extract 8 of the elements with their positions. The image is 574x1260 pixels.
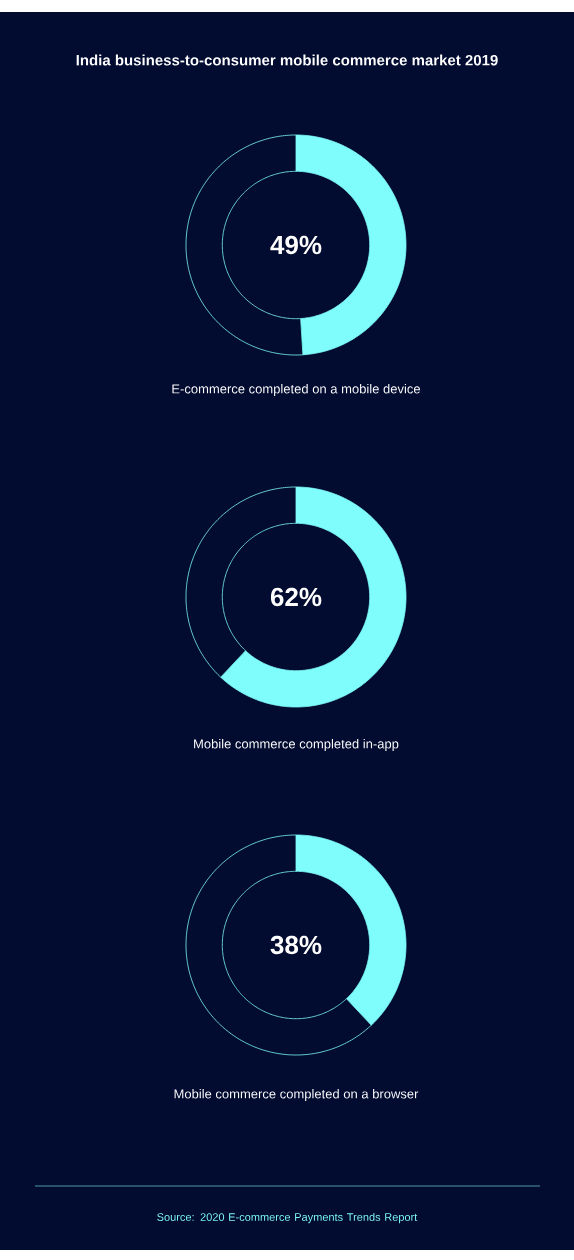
text: Mobile commerce completed in-app — [194, 738, 399, 752]
text: 62% — [270, 587, 322, 607]
source-note: Source: 2020 E-commerce Payments Trends Report — [157, 1212, 418, 1224]
text: Mobile commerce completed on a browser — [174, 1088, 419, 1102]
text: E-commerce completed on a mobile device — [172, 383, 421, 397]
text: 38% — [270, 935, 322, 955]
text: 49% — [270, 235, 322, 255]
chart-title: India business-to-consumer mobile commerce market 2019 — [76, 54, 498, 66]
